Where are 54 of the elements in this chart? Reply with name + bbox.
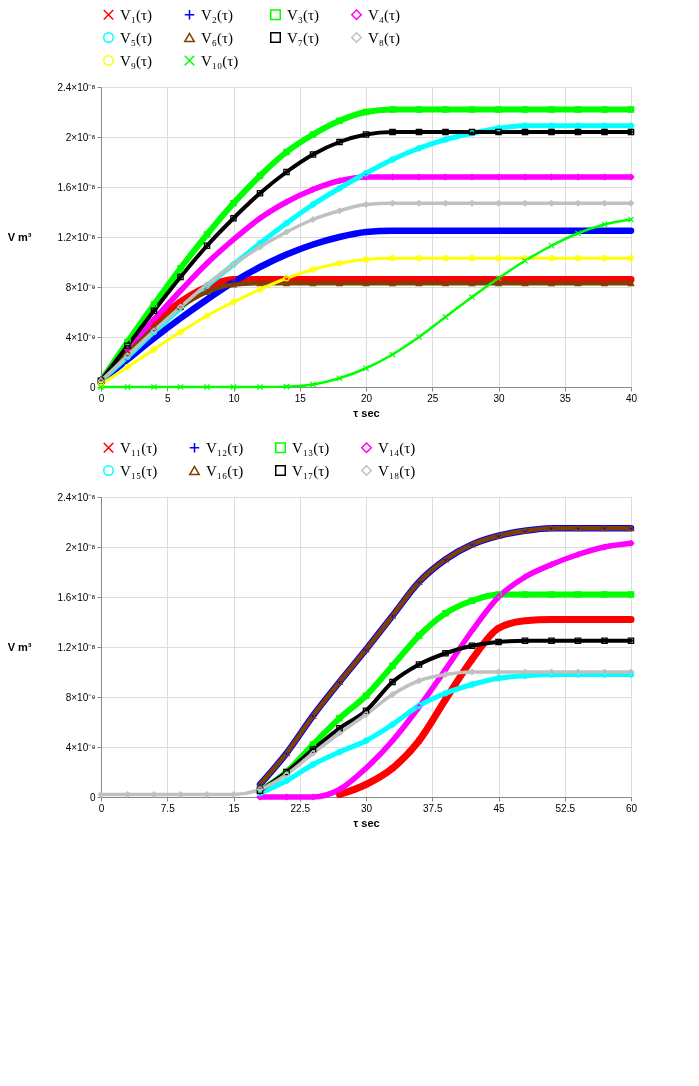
- x-tick-label: 52.5: [555, 802, 576, 814]
- y-tick-label: 2.4×10⁻⁸: [57, 81, 96, 93]
- legend-label: V₁₂(τ): [206, 439, 244, 457]
- legend-label: V₁₀(τ): [201, 52, 239, 70]
- x-tick-label: 5: [164, 392, 171, 404]
- x-tick-label: 0: [98, 802, 105, 814]
- legend-label: V₁₁(τ): [120, 439, 158, 457]
- x-tick-label: 20: [360, 392, 373, 404]
- y-tick-label: 1.6×10⁻⁸: [57, 591, 96, 603]
- y-tick-label: 1.6×10⁻⁸: [57, 181, 96, 193]
- y-tick-label: 1.2×10⁻⁸: [57, 231, 96, 243]
- y-tick-label: 2.4×10⁻⁸: [57, 491, 96, 503]
- legend-label: V₅(τ): [120, 29, 153, 47]
- y-tick-label: 4×10⁻⁹: [65, 741, 96, 753]
- x-tick-label: 10: [228, 392, 240, 404]
- legend-label: V₁₈(τ): [378, 462, 416, 480]
- legend-label: V₇(τ): [287, 29, 320, 47]
- legend-label: V₁₇(τ): [292, 462, 330, 480]
- legend-label: V₂(τ): [201, 6, 234, 24]
- legend-label: V₄(τ): [368, 6, 401, 24]
- y-tick-label: 1.2×10⁻⁸: [57, 641, 96, 653]
- y-axis-title: V m³: [7, 640, 32, 653]
- legend-label: V₆(τ): [201, 29, 234, 47]
- x-tick-label: 22.5: [290, 802, 311, 814]
- y-tick-label: 2×10⁻⁸: [65, 131, 96, 143]
- legend-label: V₁(τ): [120, 6, 153, 24]
- x-axis-title: τ sec: [353, 406, 380, 419]
- x-tick-label: 30: [493, 392, 505, 404]
- x-tick-label: 15: [228, 802, 240, 814]
- legend-label: V₁₆(τ): [206, 462, 244, 480]
- y-tick-label: 8×10⁻⁹: [65, 281, 96, 293]
- x-tick-label: 45: [493, 802, 505, 814]
- x-tick-label: 60: [625, 802, 638, 814]
- legend-label: V₁₅(τ): [120, 462, 158, 480]
- y-tick-label: 8×10⁻⁹: [65, 691, 96, 703]
- y-tick-label: 0: [89, 381, 96, 393]
- x-tick-label: 37.5: [423, 802, 443, 814]
- x-tick-label: 15: [294, 392, 307, 404]
- legend-label: V₃(τ): [287, 6, 320, 24]
- x-tick-label: 35: [559, 392, 572, 404]
- x-tick-label: 25: [427, 392, 439, 404]
- x-tick-label: 40: [625, 392, 638, 404]
- x-tick-label: 7.5: [160, 802, 176, 814]
- x-tick-label: 0: [98, 392, 105, 404]
- y-axis-title: V m³: [7, 230, 32, 243]
- legend-label: V₁₃(τ): [292, 439, 330, 457]
- x-axis-title: τ sec: [353, 816, 380, 829]
- y-tick-label: 0: [89, 791, 96, 803]
- legend-label: V₁₄(τ): [378, 439, 416, 457]
- x-tick-label: 30: [360, 802, 373, 814]
- y-tick-label: 4×10⁻⁹: [65, 331, 96, 343]
- y-tick-label: 2×10⁻⁸: [65, 541, 96, 553]
- legend-label: V₉(τ): [120, 52, 153, 70]
- legend-label: V₈(τ): [368, 29, 401, 47]
